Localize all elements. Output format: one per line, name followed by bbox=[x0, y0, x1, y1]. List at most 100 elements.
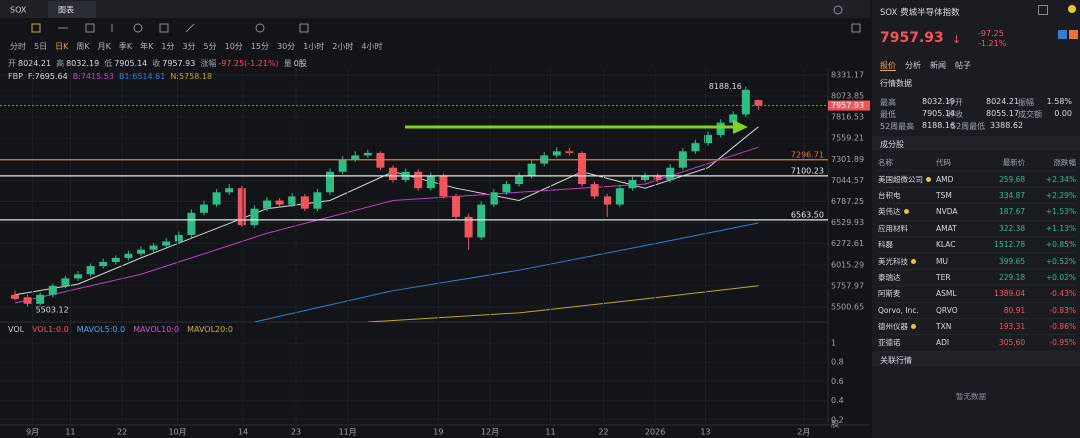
stat-label: 最高 bbox=[880, 98, 896, 107]
trend-arrow bbox=[405, 120, 748, 134]
x-tick-label: 2026 bbox=[645, 428, 665, 437]
axis-unit: 股 bbox=[831, 420, 839, 429]
quote-panel: SOX 费城半导体指数 7957.93 ↓ -97.25 -1.21% 报价 分析… bbox=[872, 0, 1080, 438]
candle-body bbox=[124, 253, 133, 258]
x-tick-label: 10月 bbox=[168, 428, 186, 437]
candle-body bbox=[565, 151, 574, 153]
timeframe[interactable]: 季K bbox=[118, 42, 133, 51]
table-cell: 1512.78 bbox=[994, 240, 1026, 250]
table-row[interactable]: 德州仪器 TXN 193.31 -0.86% bbox=[878, 318, 1076, 334]
timeframe[interactable]: 3分 bbox=[182, 42, 196, 51]
timeframe[interactable]: 4小时 bbox=[361, 42, 383, 51]
stat-value: 8055.17 bbox=[986, 109, 1020, 118]
table-cell: TER bbox=[936, 272, 951, 282]
table-row[interactable]: 泰瑞达 TER 229.18 +0.02% bbox=[878, 269, 1076, 285]
candle-body bbox=[338, 159, 347, 172]
volume-tick-label: 0.6 bbox=[831, 377, 844, 386]
tool-icon[interactable] bbox=[255, 23, 265, 33]
x-tick-label: 22 bbox=[117, 428, 127, 437]
quote-tab[interactable]: 帖子 bbox=[955, 61, 971, 70]
timeframe[interactable]: 日K bbox=[55, 42, 69, 51]
table-cell: AMD bbox=[936, 174, 954, 184]
timeframe[interactable]: 5日 bbox=[34, 42, 48, 51]
tool-icon[interactable] bbox=[159, 23, 169, 33]
timeframe[interactable]: 10分 bbox=[224, 42, 243, 51]
timeframe[interactable]: 周K bbox=[76, 42, 90, 51]
table-cell: -0.83% bbox=[1049, 305, 1076, 315]
candle-body bbox=[464, 216, 473, 238]
table-cell: ADI bbox=[936, 338, 950, 348]
table-row[interactable]: 台积电 TSM 334.87 +2.29% bbox=[878, 187, 1076, 203]
share-icon[interactable] bbox=[1069, 30, 1078, 39]
tool-icon[interactable] bbox=[85, 23, 95, 33]
tool-icon[interactable] bbox=[31, 23, 41, 33]
timeframe[interactable]: 年K bbox=[140, 42, 154, 51]
quote-tab[interactable]: 新闻 bbox=[930, 61, 946, 70]
y-tick-label: 8073.85 bbox=[831, 92, 864, 101]
candle-body bbox=[23, 297, 32, 304]
timeframe[interactable]: 30分 bbox=[277, 42, 296, 51]
candle-body bbox=[729, 114, 738, 123]
share-icon[interactable] bbox=[1058, 30, 1067, 39]
refresh-icon[interactable] bbox=[833, 5, 843, 15]
timeframe[interactable]: 1分 bbox=[161, 42, 175, 51]
tool-icon[interactable] bbox=[133, 23, 143, 33]
stat-label: 今开 bbox=[947, 98, 963, 107]
volume-legend-item: MAVOL20:0 bbox=[187, 325, 233, 334]
timeframe[interactable]: 2小时 bbox=[332, 42, 354, 51]
x-tick-label: 19 bbox=[433, 428, 443, 437]
table-row[interactable]: 科磊 KLAC 1512.78 +0.85% bbox=[878, 236, 1076, 252]
timeframe[interactable]: 分时 bbox=[10, 42, 26, 51]
quote-change: -97.25 bbox=[978, 29, 1004, 38]
stat-value: 1.58% bbox=[1046, 97, 1072, 106]
chart-tab[interactable]: 图表 bbox=[58, 5, 74, 15]
table-cell: -0.95% bbox=[1049, 338, 1076, 348]
table-row[interactable]: 英伟达 NVDA 187.67 +1.53% bbox=[878, 203, 1076, 220]
candle-body bbox=[174, 234, 183, 242]
table-header: 名称 代码 最新价 涨跌幅 bbox=[878, 155, 1076, 171]
table-row[interactable]: 应用材料 AMAT 322.38 +1.13% bbox=[878, 220, 1076, 236]
symbol-tab[interactable]: SOX bbox=[10, 6, 27, 15]
quote-tab[interactable]: 分析 bbox=[905, 61, 921, 70]
timeframe[interactable]: 1小时 bbox=[303, 42, 325, 51]
quote-tabs: 报价 分析 新闻 帖子 bbox=[880, 60, 980, 71]
quote-tab[interactable]: 报价 bbox=[880, 61, 896, 71]
candle-body bbox=[275, 200, 284, 205]
plot-area bbox=[0, 74, 828, 322]
table-row[interactable]: 美光科技 MU 399.65 +0.52% bbox=[878, 252, 1076, 269]
tool-icon[interactable] bbox=[299, 23, 309, 33]
indicator-line bbox=[367, 285, 759, 322]
active-tab[interactable] bbox=[48, 1, 96, 18]
candle-body bbox=[288, 196, 297, 205]
section-bar bbox=[872, 136, 1080, 150]
column-header: 涨跌幅 bbox=[1053, 158, 1077, 168]
table-cell: 334.87 bbox=[998, 190, 1026, 200]
tool-icon[interactable] bbox=[185, 23, 195, 33]
table-row[interactable]: Qorvo, Inc. QRVO 80.91 -0.83% bbox=[878, 302, 1076, 318]
table-cell: +2.29% bbox=[1045, 190, 1076, 200]
candle-body bbox=[527, 163, 536, 176]
candle-body bbox=[552, 151, 561, 156]
info-value: 8024.21 bbox=[18, 59, 52, 68]
panel-icon[interactable] bbox=[1068, 5, 1076, 13]
timeframe[interactable]: 15分 bbox=[250, 42, 269, 51]
candle-body bbox=[578, 152, 587, 185]
table-cell: 399.65 bbox=[998, 256, 1026, 266]
settings-icon[interactable] bbox=[851, 23, 861, 33]
timeframe[interactable]: 5分 bbox=[203, 42, 217, 51]
ohlc-info: 开 8024.21 高 8032.19 低 7905.14 收 7957.93 涨幅 -97.25… bbox=[8, 58, 312, 69]
timeframe[interactable]: 月K bbox=[97, 42, 111, 51]
table-cell: +2.34% bbox=[1045, 174, 1076, 184]
table-row[interactable]: 亚德诺 ADI 305.60 -0.95% bbox=[878, 334, 1076, 351]
section-bar bbox=[872, 352, 1080, 366]
level-label: 7296.71 bbox=[791, 150, 824, 159]
indicator-legend-item: B:7415.53 bbox=[72, 72, 114, 81]
table-row[interactable]: 阿斯麦 ASML 1389.04 -0.43% bbox=[878, 285, 1076, 302]
candle-body bbox=[111, 257, 120, 262]
panel-icon[interactable] bbox=[1038, 5, 1048, 15]
stat-label: 52周最高 bbox=[880, 122, 915, 131]
table-row[interactable]: 美国超微公司 AMD 259.68 +2.34% bbox=[878, 170, 1076, 187]
table-cell: 美光科技 bbox=[878, 253, 936, 269]
info-label: 低 bbox=[104, 59, 113, 68]
section-title: 行情数据 bbox=[880, 79, 912, 88]
